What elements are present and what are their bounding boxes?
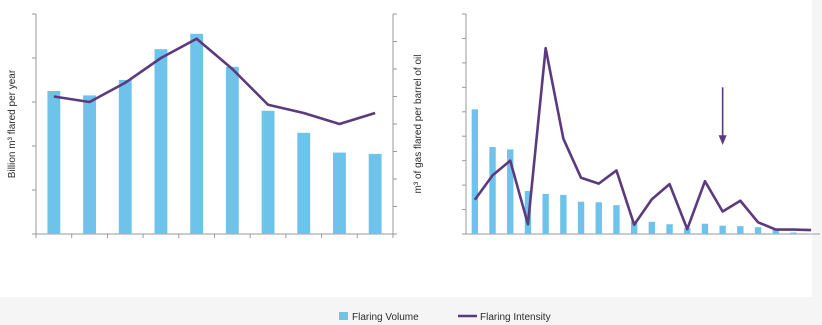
volume-bar bbox=[261, 110, 275, 234]
volume-bar bbox=[666, 224, 673, 234]
volume-bar bbox=[613, 205, 620, 234]
volume-bar bbox=[154, 49, 168, 235]
volume-bar bbox=[684, 228, 691, 234]
legend-bar-swatch bbox=[339, 312, 348, 320]
left-chart bbox=[32, 13, 397, 238]
volume-bar bbox=[790, 232, 797, 234]
legend-label-intensity: Flaring Intensity bbox=[480, 312, 551, 323]
volume-bar bbox=[772, 228, 779, 234]
volume-bar bbox=[595, 202, 602, 234]
volume-bar bbox=[489, 146, 496, 234]
volume-bar bbox=[471, 109, 479, 234]
right-y-axis-title: m³ of gas flared per barrel of oil bbox=[413, 55, 424, 194]
volume-bar bbox=[630, 221, 638, 234]
volume-bar bbox=[297, 132, 311, 234]
angola-arrow-head bbox=[718, 135, 727, 146]
volume-bar bbox=[754, 227, 762, 234]
volume-bar bbox=[577, 201, 585, 234]
volume-bar bbox=[118, 80, 132, 234]
volume-bar bbox=[47, 91, 61, 234]
volume-bar bbox=[560, 194, 567, 234]
volume-bar bbox=[737, 226, 744, 234]
volume-bar bbox=[701, 223, 709, 234]
legend: Flaring Volume Flaring Intensity bbox=[339, 312, 551, 323]
volume-bar bbox=[190, 33, 204, 234]
volume-bar bbox=[83, 95, 96, 235]
volume-bar bbox=[507, 149, 514, 234]
volume-bar bbox=[542, 193, 549, 234]
volume-bar bbox=[719, 225, 726, 234]
volume-bar bbox=[648, 221, 656, 234]
left-y-axis-title: Billion m³ flared per year bbox=[7, 69, 18, 178]
intensity-line bbox=[53, 37, 376, 126]
volume-bar bbox=[368, 153, 382, 234]
right-chart bbox=[462, 13, 820, 235]
legend-label-volume: Flaring Volume bbox=[352, 312, 419, 323]
volume-bar bbox=[333, 152, 346, 234]
intensity-line bbox=[473, 46, 812, 232]
volume-bar bbox=[225, 66, 239, 234]
